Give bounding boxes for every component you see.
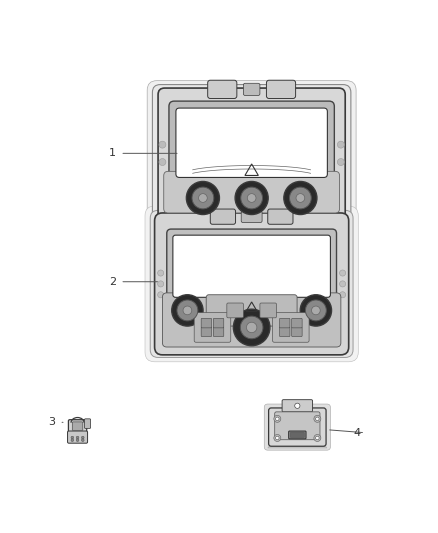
FancyBboxPatch shape (194, 313, 231, 342)
Circle shape (158, 270, 164, 276)
FancyBboxPatch shape (169, 101, 334, 184)
FancyBboxPatch shape (150, 211, 353, 358)
Circle shape (284, 181, 317, 215)
FancyBboxPatch shape (210, 209, 236, 224)
FancyBboxPatch shape (147, 80, 356, 226)
FancyBboxPatch shape (292, 318, 302, 328)
Circle shape (337, 158, 344, 166)
FancyBboxPatch shape (72, 422, 83, 431)
FancyBboxPatch shape (292, 327, 302, 337)
Circle shape (339, 292, 346, 298)
FancyBboxPatch shape (266, 80, 296, 99)
FancyBboxPatch shape (260, 303, 276, 318)
FancyBboxPatch shape (268, 408, 326, 446)
FancyBboxPatch shape (173, 235, 330, 297)
FancyBboxPatch shape (213, 327, 224, 337)
Text: 4: 4 (354, 428, 361, 438)
Circle shape (183, 306, 192, 315)
Circle shape (290, 187, 311, 209)
Circle shape (159, 158, 166, 166)
Circle shape (316, 436, 319, 440)
Circle shape (305, 300, 326, 321)
Circle shape (300, 295, 332, 326)
FancyBboxPatch shape (201, 318, 212, 328)
Circle shape (71, 436, 74, 439)
FancyBboxPatch shape (206, 295, 297, 326)
Circle shape (316, 417, 319, 421)
Circle shape (158, 292, 164, 298)
FancyBboxPatch shape (227, 303, 244, 318)
Circle shape (241, 187, 262, 209)
FancyBboxPatch shape (201, 327, 212, 337)
Circle shape (198, 193, 207, 203)
Circle shape (186, 181, 219, 215)
Polygon shape (268, 443, 327, 448)
FancyBboxPatch shape (275, 412, 320, 440)
Circle shape (76, 436, 79, 439)
Circle shape (71, 439, 74, 441)
Circle shape (276, 436, 279, 440)
Circle shape (76, 439, 79, 441)
Circle shape (337, 141, 344, 148)
Circle shape (276, 417, 279, 421)
Circle shape (296, 193, 305, 203)
Circle shape (177, 300, 198, 321)
FancyBboxPatch shape (264, 404, 330, 450)
Circle shape (235, 181, 268, 215)
Circle shape (172, 295, 203, 326)
Circle shape (240, 316, 263, 339)
Circle shape (339, 281, 346, 287)
Circle shape (295, 403, 300, 408)
Circle shape (314, 434, 321, 441)
Circle shape (247, 322, 257, 333)
Circle shape (192, 187, 214, 209)
FancyBboxPatch shape (208, 80, 237, 99)
Circle shape (339, 270, 346, 276)
FancyBboxPatch shape (289, 431, 306, 439)
FancyBboxPatch shape (85, 419, 91, 429)
FancyBboxPatch shape (272, 313, 309, 342)
Circle shape (158, 281, 164, 287)
Circle shape (274, 434, 281, 441)
FancyBboxPatch shape (145, 206, 358, 362)
FancyBboxPatch shape (279, 327, 290, 337)
Circle shape (247, 193, 256, 203)
Circle shape (274, 415, 281, 422)
FancyBboxPatch shape (176, 108, 327, 177)
Text: 2: 2 (109, 277, 116, 287)
FancyBboxPatch shape (268, 209, 293, 224)
Circle shape (81, 439, 84, 441)
Circle shape (81, 436, 84, 439)
FancyBboxPatch shape (164, 172, 339, 213)
FancyBboxPatch shape (158, 88, 345, 219)
FancyBboxPatch shape (282, 400, 313, 412)
Circle shape (233, 309, 270, 346)
FancyBboxPatch shape (244, 83, 260, 95)
FancyBboxPatch shape (155, 213, 349, 355)
FancyBboxPatch shape (67, 431, 88, 443)
FancyBboxPatch shape (68, 419, 87, 434)
Text: 3: 3 (48, 417, 55, 427)
FancyBboxPatch shape (152, 85, 351, 222)
FancyBboxPatch shape (167, 229, 336, 303)
Circle shape (159, 141, 166, 148)
FancyBboxPatch shape (290, 432, 304, 438)
Circle shape (311, 306, 320, 315)
Circle shape (314, 415, 321, 422)
FancyBboxPatch shape (213, 318, 224, 328)
FancyBboxPatch shape (162, 293, 341, 347)
Text: 1: 1 (109, 148, 116, 158)
FancyBboxPatch shape (279, 318, 290, 328)
FancyBboxPatch shape (241, 211, 262, 223)
